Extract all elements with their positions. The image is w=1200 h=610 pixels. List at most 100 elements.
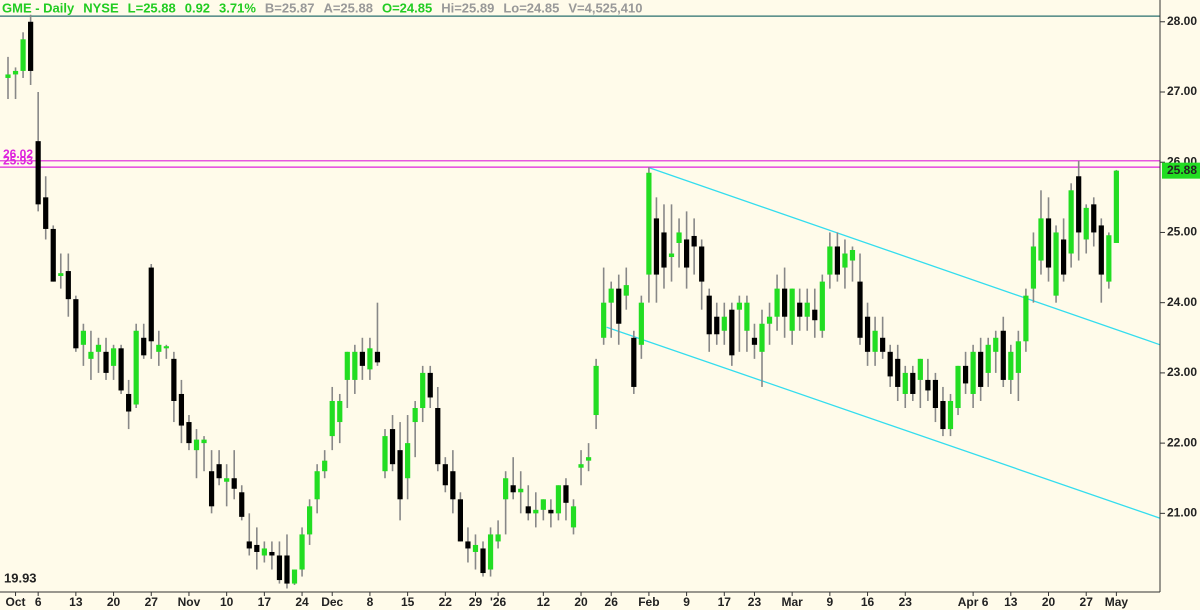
x-tick-label: 22: [439, 595, 453, 609]
x-tick-label: 17: [258, 595, 272, 609]
candle-body: [5, 74, 11, 78]
candle-body: [472, 544, 479, 552]
candle-body: [940, 400, 946, 430]
candle-body: [239, 492, 245, 517]
x-tick-label: 15: [401, 595, 415, 609]
candle-body: [570, 506, 577, 528]
y-tick-label: 28.00: [1167, 14, 1197, 28]
candle-body: [95, 344, 102, 352]
candle-body: [1000, 330, 1006, 380]
candle-body: [50, 228, 56, 282]
header-item: GME - Daily: [2, 0, 75, 15]
candle-body: [201, 439, 207, 444]
candle-body: [759, 323, 765, 352]
candle-body: [374, 351, 381, 363]
candle-body: [895, 358, 901, 387]
candle-body: [797, 302, 803, 317]
candle-body: [668, 253, 675, 258]
candle-body: [246, 541, 252, 549]
x-tick-label: 13: [69, 595, 83, 609]
candle-body: [231, 478, 237, 489]
candle-body: [367, 348, 373, 370]
x-tick-label: 26: [605, 595, 619, 609]
candle-body: [43, 197, 49, 229]
candle-body: [661, 232, 667, 268]
candle-body: [744, 302, 750, 331]
candle-body: [254, 544, 260, 552]
last-price-label: 25.88: [1167, 163, 1197, 177]
candle-body: [1061, 239, 1067, 275]
x-tick-label: 8: [367, 595, 374, 609]
header-item: A=25.88: [323, 0, 373, 15]
candle-body: [397, 450, 403, 500]
candle-body: [480, 548, 486, 574]
candle-body: [653, 218, 660, 275]
x-tick-label: May: [1105, 595, 1129, 609]
candle-body: [148, 267, 154, 342]
candle-body: [834, 246, 840, 275]
candle-body: [1076, 176, 1082, 233]
candle-body: [133, 330, 139, 405]
candle-body: [1045, 218, 1052, 268]
candle-body: [555, 485, 562, 514]
candle-body: [827, 246, 833, 275]
candle-body: [993, 337, 999, 352]
candle-body: [955, 365, 961, 409]
candle-body: [540, 499, 546, 510]
candle-body: [80, 330, 86, 345]
candle-body: [344, 351, 350, 380]
candle-body: [616, 288, 622, 324]
x-tick-label: '26: [490, 595, 507, 609]
candle-body: [962, 365, 969, 384]
last-price-tag: [1162, 162, 1200, 179]
trendline: [606, 326, 1161, 519]
header-item: B=25.87: [265, 0, 315, 15]
candle-body: [73, 299, 79, 349]
x-tick-label: 10: [220, 595, 234, 609]
candle-body: [766, 316, 773, 324]
x-tick-label: Nov: [178, 595, 201, 609]
candle-body: [126, 393, 132, 412]
candle-body: [646, 172, 652, 275]
candle-body: [487, 534, 494, 570]
candle-body: [118, 348, 124, 391]
candle-body: [457, 499, 463, 542]
candle-body: [412, 408, 418, 423]
candle-body: [405, 443, 411, 479]
candle-body: [261, 548, 267, 556]
x-tick-label: 23: [748, 595, 762, 609]
header-item: 0.92: [185, 0, 210, 15]
candle-body: [782, 288, 788, 317]
header-item: V=4,525,410: [568, 0, 642, 15]
x-tick-label: Apr 6: [958, 595, 989, 609]
candle-body: [35, 141, 41, 205]
x-tick-label: 20: [1042, 595, 1056, 609]
candle-body: [420, 372, 426, 409]
candle-body: [774, 288, 780, 317]
candle-body: [503, 478, 509, 500]
candle-body: [171, 358, 177, 401]
candle-body: [932, 379, 939, 409]
candle-body: [65, 271, 71, 300]
candle-body: [269, 551, 275, 556]
candle-body: [276, 555, 283, 581]
x-tick-label: 9: [827, 595, 834, 609]
candle-body: [593, 365, 599, 416]
candle-body: [352, 351, 358, 380]
candle-body: [389, 429, 396, 465]
candle-body: [985, 344, 991, 373]
candle-body: [178, 393, 185, 426]
candle-body: [902, 372, 908, 394]
candle-body: [699, 246, 705, 282]
candle-body: [910, 372, 916, 394]
low-label: 19.93: [4, 570, 37, 585]
x-tick-label: 9: [683, 595, 690, 609]
x-tick-label: 6: [35, 595, 42, 609]
candle-body: [563, 485, 569, 503]
x-tick-label: Mar: [781, 595, 803, 609]
candle-body: [12, 70, 19, 75]
candle-body: [322, 460, 328, 472]
candle-body: [842, 253, 848, 268]
candle-body: [706, 295, 712, 335]
